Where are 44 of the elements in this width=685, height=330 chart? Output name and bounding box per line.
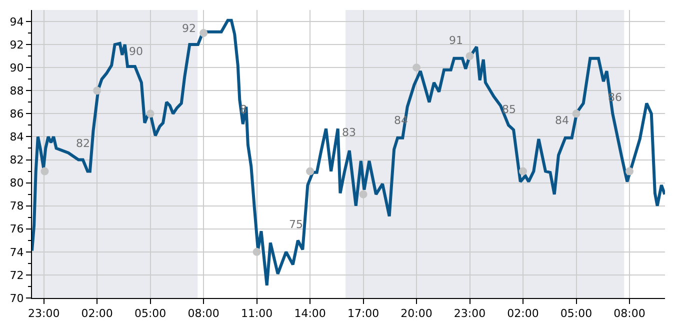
- x-tick-label: 20:00: [400, 307, 432, 320]
- y-tick-label: 88: [10, 84, 24, 98]
- point: [359, 190, 368, 198]
- y-tick-label: 90: [10, 61, 24, 74]
- x-tick-label: 02:00: [507, 307, 539, 320]
- x-tick-label: 17:00: [347, 307, 380, 320]
- point: [519, 167, 528, 176]
- x-tick-label: 23:00: [28, 307, 60, 320]
- y-tick-label: 70: [10, 292, 24, 305]
- y-tick-label: 82: [10, 154, 24, 167]
- x-tick-label: 23:00: [454, 307, 486, 320]
- x-tick-label: 11:00: [240, 307, 273, 320]
- annotation: 90: [129, 45, 143, 58]
- y-tick-label: 76: [10, 222, 24, 236]
- x-tick-label: 14:00: [294, 307, 326, 320]
- point: [200, 29, 208, 38]
- x-tick-label: 05:00: [134, 307, 166, 320]
- y-tick-label: 84: [10, 130, 24, 144]
- point: [252, 248, 261, 256]
- x-tick-label: 05:00: [560, 307, 592, 320]
- point: [146, 110, 154, 118]
- y-tick-label: 72: [10, 268, 24, 282]
- point: [40, 167, 49, 176]
- point: [466, 52, 474, 60]
- x-tick-label: 08:00: [188, 307, 220, 320]
- point: [306, 167, 314, 176]
- annotation: 92: [182, 22, 196, 35]
- y-tick-label: 92: [10, 38, 24, 52]
- x-tick-label: 02:00: [81, 307, 113, 320]
- y-tick-label: 80: [10, 176, 24, 190]
- annotation: 83: [342, 126, 356, 139]
- annotation: 75: [289, 218, 303, 231]
- x-tick-label: 08:00: [614, 307, 646, 320]
- y-tick-label: 78: [10, 200, 24, 213]
- y-tick-label: 94: [10, 15, 24, 28]
- y-tick-label: 74: [10, 246, 24, 259]
- annotation: 82: [76, 137, 90, 150]
- point: [93, 86, 102, 95]
- y-tick-label: 86: [10, 108, 24, 121]
- annotation: 84: [555, 114, 569, 127]
- annotation: 91: [449, 34, 463, 47]
- point: [626, 167, 634, 176]
- point: [412, 64, 421, 72]
- point: [572, 110, 580, 118]
